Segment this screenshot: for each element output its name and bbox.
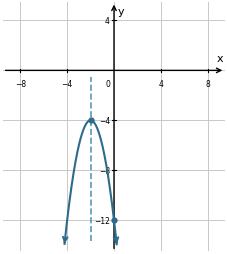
Text: 4: 4 — [105, 17, 109, 26]
Text: 4: 4 — [158, 80, 163, 89]
Text: −12: −12 — [94, 216, 109, 225]
Text: −4: −4 — [61, 80, 72, 89]
Text: 0: 0 — [105, 80, 110, 89]
Text: 8: 8 — [204, 80, 209, 89]
Text: y: y — [117, 7, 123, 17]
Text: −8: −8 — [98, 166, 109, 175]
Text: x: x — [215, 54, 222, 64]
Text: −4: −4 — [98, 116, 109, 125]
Text: −8: −8 — [15, 80, 26, 89]
